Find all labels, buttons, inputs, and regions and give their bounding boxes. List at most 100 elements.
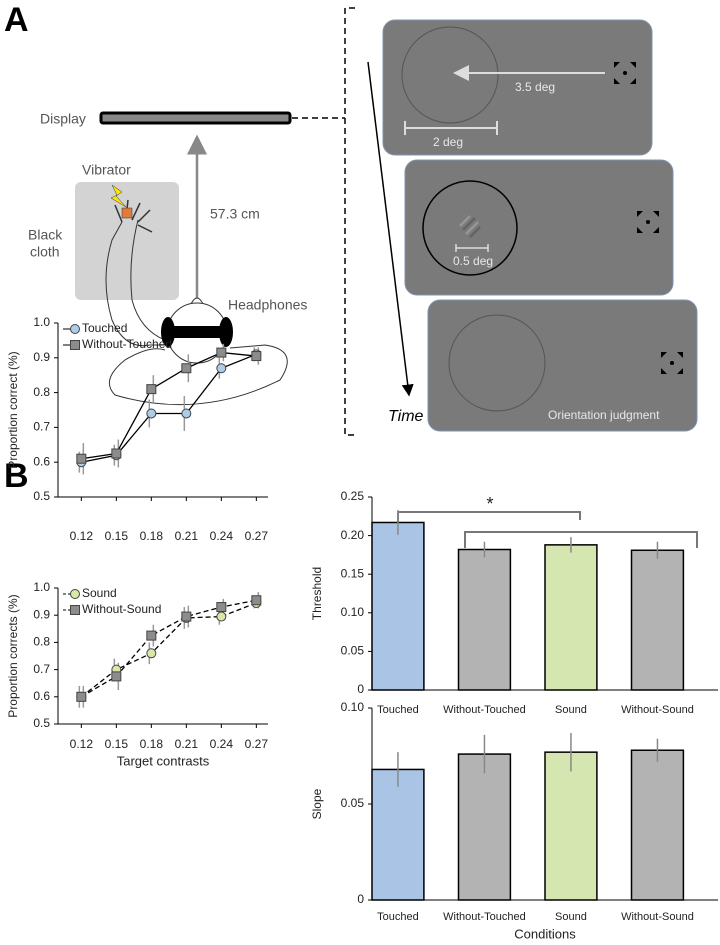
vibrator bbox=[121, 207, 133, 219]
x-tick-label: 0.15 bbox=[105, 737, 129, 751]
y-tick-label: 0 bbox=[357, 682, 364, 696]
display bbox=[99, 111, 292, 125]
x-tick-label: 0.27 bbox=[245, 737, 269, 751]
marker bbox=[146, 648, 157, 659]
y-tick-label: 1.0 bbox=[33, 315, 50, 329]
scale-bar bbox=[455, 244, 489, 252]
y-tick-label: 0.5 bbox=[33, 716, 50, 730]
vibrator-label: Vibrator bbox=[82, 162, 131, 178]
eccentricity-label: 3.5 deg bbox=[515, 80, 555, 94]
head-top bbox=[190, 297, 204, 305]
series-line bbox=[81, 599, 257, 698]
y-tick-label: 0.7 bbox=[33, 662, 50, 676]
y-axis-label: Slope bbox=[310, 788, 324, 819]
fixation-wedge bbox=[630, 78, 636, 84]
bar bbox=[457, 548, 512, 691]
y-axis-label: Threshold bbox=[310, 567, 324, 620]
fixation-wedge bbox=[614, 62, 620, 68]
y-axis-label: Proportion corrects (%) bbox=[6, 594, 20, 717]
marker bbox=[216, 611, 227, 622]
x-tick-label: 0.12 bbox=[70, 529, 94, 543]
y-tick-label: 0.9 bbox=[33, 350, 50, 364]
x-tick-label: 0.18 bbox=[140, 529, 164, 543]
marker bbox=[251, 351, 262, 362]
screen bbox=[382, 19, 653, 156]
bracket bbox=[344, 7, 355, 436]
fixation-wedge bbox=[637, 211, 643, 217]
series-line bbox=[81, 353, 257, 463]
y-tick-label: 0.6 bbox=[33, 689, 50, 703]
x-axis-label: Target contrasts bbox=[117, 753, 210, 768]
panel-label: B bbox=[4, 457, 29, 495]
y-tick-label: 0.05 bbox=[341, 644, 365, 658]
x-tick-label: 0.18 bbox=[140, 737, 164, 751]
x-tick-label: Without-Sound bbox=[621, 911, 694, 923]
bar bbox=[630, 749, 685, 901]
fixation-wedge bbox=[653, 211, 659, 217]
bar bbox=[544, 544, 598, 691]
legend-label: Without-Sound bbox=[82, 602, 161, 616]
bar bbox=[544, 751, 598, 901]
y-tick-label: 0.7 bbox=[33, 420, 50, 434]
y-tick-label: 0.10 bbox=[341, 605, 365, 619]
x-tick-label: Touched bbox=[377, 704, 419, 716]
marker bbox=[181, 611, 192, 622]
marker bbox=[111, 448, 122, 459]
bar bbox=[630, 549, 685, 691]
fixation-wedge bbox=[637, 227, 643, 233]
bar bbox=[371, 521, 425, 691]
legend-label: Touched bbox=[82, 321, 127, 335]
x-tick-label: 0.15 bbox=[105, 529, 129, 543]
screen bbox=[404, 159, 674, 296]
placeholder-ring bbox=[448, 314, 546, 412]
series-line bbox=[80, 602, 257, 698]
time-label: Time bbox=[388, 408, 424, 425]
y-tick-label: 0.8 bbox=[33, 635, 50, 649]
y-tick-label: 0.6 bbox=[33, 454, 50, 468]
legend-marker bbox=[70, 324, 80, 334]
fixation-wedge bbox=[677, 352, 683, 358]
panel-label: A bbox=[4, 1, 29, 39]
x-tick-label: Without-Sound bbox=[621, 704, 694, 716]
marker bbox=[216, 602, 227, 613]
cloth-label: cloth bbox=[30, 244, 60, 260]
legend-marker bbox=[70, 340, 80, 350]
marker bbox=[146, 408, 157, 419]
legend-marker bbox=[70, 589, 80, 599]
scale-bar bbox=[404, 121, 498, 135]
x-tick-label: Touched bbox=[377, 911, 419, 923]
x-tick-label: Sound bbox=[555, 704, 587, 716]
fixation-wedge bbox=[661, 368, 667, 374]
fixation-dot bbox=[623, 71, 627, 75]
marker bbox=[76, 691, 87, 702]
y-tick-label: 0.25 bbox=[341, 489, 365, 503]
fixation-wedge bbox=[661, 352, 667, 358]
y-tick-label: 0 bbox=[357, 892, 364, 906]
scale-label: 2 deg bbox=[433, 135, 463, 149]
y-tick-label: 1.0 bbox=[33, 580, 50, 594]
significance-bracket bbox=[397, 511, 698, 548]
x-tick-label: 0.27 bbox=[245, 529, 269, 543]
fixation bbox=[637, 211, 659, 233]
x-axis-label: Conditions bbox=[514, 926, 576, 941]
fixation bbox=[661, 352, 683, 374]
bar bbox=[457, 753, 512, 901]
marker bbox=[251, 595, 262, 606]
fixation-dot bbox=[670, 361, 674, 365]
marker bbox=[181, 408, 192, 419]
x-tick-label: 0.21 bbox=[175, 737, 199, 751]
distance-label: 57.3 cm bbox=[210, 206, 260, 222]
black-cloth bbox=[75, 182, 179, 300]
series-line bbox=[81, 351, 257, 460]
screen bbox=[427, 299, 698, 432]
marker bbox=[181, 363, 192, 374]
legend-label: Sound bbox=[82, 586, 117, 600]
scale-label: 0.5 deg bbox=[453, 254, 493, 268]
marker bbox=[111, 671, 122, 682]
cloth-label: Black bbox=[28, 227, 63, 243]
marker bbox=[146, 384, 157, 395]
fixation-dot bbox=[646, 220, 650, 224]
y-axis-label: Proportion correct (%) bbox=[6, 351, 20, 468]
x-tick-label: Without-Touched bbox=[443, 704, 526, 716]
